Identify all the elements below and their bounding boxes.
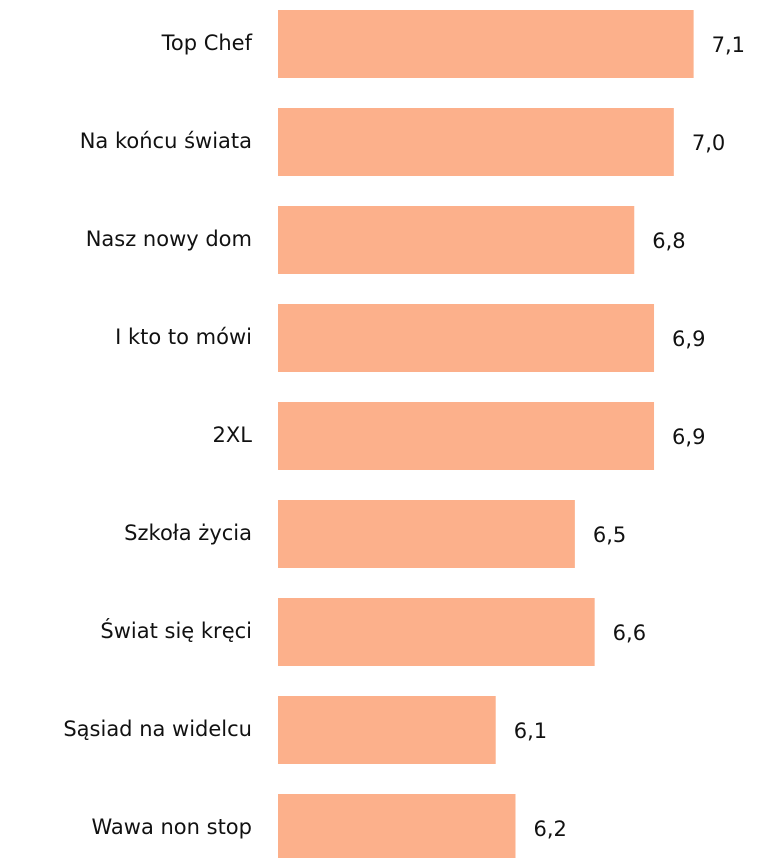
bar (278, 500, 575, 568)
value-label: 6,5 (593, 523, 626, 547)
value-label: 7,0 (692, 131, 725, 155)
value-label: 6,2 (534, 817, 567, 841)
value-label: 6,6 (613, 621, 646, 645)
category-label: Wawa non stop (91, 815, 252, 839)
value-label: 6,9 (672, 425, 705, 449)
category-label: Na końcu świata (80, 129, 252, 153)
category-label: Szkoła życia (124, 521, 252, 545)
value-label: 7,1 (712, 33, 745, 57)
bar (278, 402, 655, 470)
value-label: 6,1 (514, 719, 547, 743)
bar (278, 794, 516, 858)
category-label: Top Chef (161, 31, 253, 55)
category-label: I kto to mówi (115, 325, 252, 349)
bar (278, 206, 635, 274)
category-label: Świat się kręci (100, 618, 252, 643)
category-label: Nasz nowy dom (86, 227, 252, 251)
bar (278, 304, 655, 372)
value-label: 6,8 (652, 229, 685, 253)
bar (278, 10, 694, 78)
bar (278, 696, 496, 764)
bar (278, 108, 674, 176)
category-label: Sąsiad na widelcu (63, 717, 252, 741)
value-label: 6,9 (672, 327, 705, 351)
bar (278, 598, 595, 666)
category-label: 2XL (213, 423, 253, 447)
